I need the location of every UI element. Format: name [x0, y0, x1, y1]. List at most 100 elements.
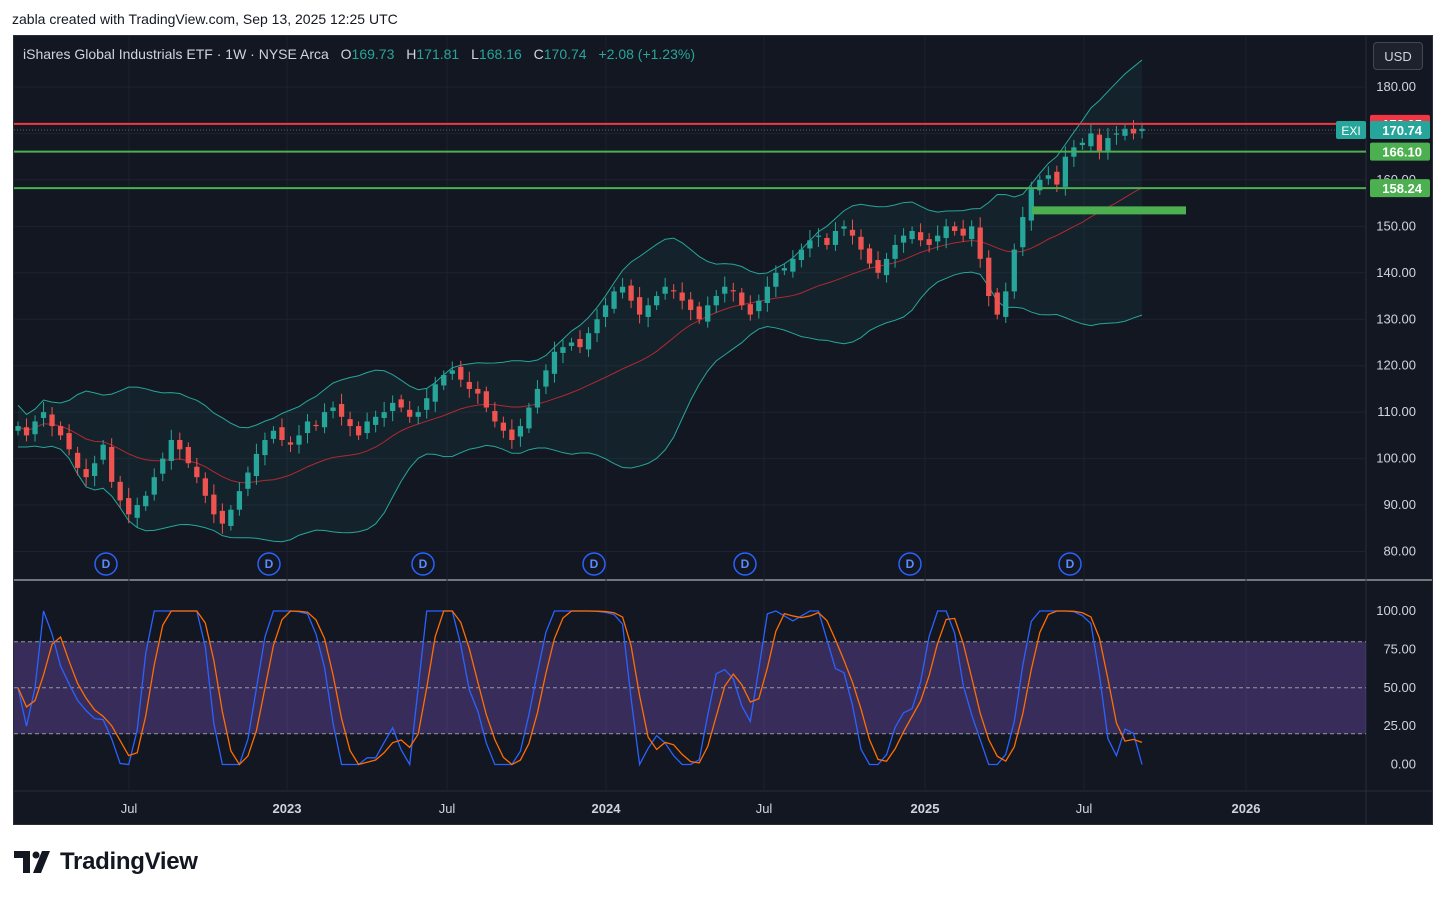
- time-axis-label: 2026: [1232, 801, 1261, 816]
- candle-body: [194, 466, 200, 478]
- bollinger-lower: [18, 271, 1143, 543]
- candle-body: [475, 388, 481, 394]
- candle-body: [407, 409, 413, 417]
- candle-body: [168, 440, 174, 461]
- candle-body: [636, 297, 643, 315]
- chart-caption: zabla created with TradingView.com, Sep …: [12, 11, 398, 27]
- candle-body: [849, 229, 856, 236]
- candle-body: [713, 296, 719, 306]
- tradingview-logo[interactable]: TradingView: [14, 848, 198, 876]
- candle-body: [679, 292, 685, 301]
- chart-legend: iShares Global Industrials ETF · 1W · NY…: [23, 46, 695, 62]
- candle-body: [177, 440, 183, 450]
- candle-body: [32, 421, 38, 435]
- price-axis-label: 130.00: [1376, 311, 1416, 326]
- candle-body: [807, 240, 813, 249]
- candle-body: [832, 230, 839, 245]
- legend-open-label: O: [340, 46, 352, 62]
- candle-body: [143, 495, 149, 507]
- candle-body: [577, 338, 583, 348]
- candle-body: [543, 370, 549, 387]
- dividend-marker-label: D: [265, 557, 274, 571]
- candle-body: [602, 305, 609, 317]
- candle-body: [236, 491, 243, 510]
- candle-body: [245, 472, 251, 489]
- candle-body: [517, 426, 524, 437]
- candle-body: [773, 272, 779, 287]
- candle-body: [313, 424, 319, 427]
- candle-body: [841, 226, 847, 229]
- bollinger-upper: [17, 59, 1143, 429]
- candle-body: [730, 290, 736, 292]
- chart-svg[interactable]: DDDDDDD180.00170.00160.00150.00140.00130…: [14, 36, 1433, 825]
- candle-body: [969, 226, 975, 240]
- candle-body: [330, 407, 336, 411]
- stoch-axis-label: 75.00: [1383, 641, 1416, 656]
- candle-body: [688, 299, 694, 310]
- legend-high-label: H: [406, 46, 417, 62]
- candle-body: [449, 370, 455, 374]
- candle-body: [338, 404, 345, 417]
- ticker-badge: [1336, 121, 1366, 140]
- candle-body: [279, 427, 285, 441]
- legend-close-label: C: [533, 46, 544, 62]
- candle-body: [1105, 138, 1111, 151]
- candle-body: [952, 226, 958, 231]
- price-badge-label: 166.10: [1382, 145, 1422, 160]
- dividend-marker: [257, 552, 281, 576]
- candle-body: [211, 494, 217, 515]
- dividend-marker-label: D: [1066, 557, 1075, 571]
- candle-body: [117, 481, 123, 501]
- legend-low: 168.16: [478, 46, 522, 62]
- candle-body: [1096, 134, 1103, 153]
- candle-body: [355, 426, 362, 436]
- candle-body: [594, 319, 600, 334]
- candle-body: [934, 235, 941, 242]
- candle-body: [764, 286, 770, 303]
- candle-body: [287, 442, 294, 445]
- price-axis-label: 120.00: [1376, 358, 1416, 373]
- candle-body: [875, 260, 881, 273]
- dividend-marker-label: D: [102, 557, 111, 571]
- candle-body: [23, 427, 30, 436]
- chart-frame[interactable]: DDDDDDD180.00170.00160.00150.00140.00130…: [13, 35, 1433, 825]
- bollinger-fill: [18, 60, 1142, 542]
- candle-body: [492, 410, 498, 422]
- price-badge-label: 158.24: [1382, 181, 1423, 196]
- candle-body: [560, 347, 566, 353]
- candle-body: [858, 236, 864, 250]
- candle-body: [568, 342, 575, 346]
- candle-body: [347, 419, 353, 427]
- candle-body: [1037, 179, 1043, 191]
- candle-body: [994, 292, 1000, 315]
- candle-body: [500, 422, 507, 431]
- candle-body: [424, 398, 430, 410]
- candle-body: [228, 509, 234, 526]
- candle-body: [909, 230, 915, 240]
- candle-body: [134, 505, 140, 518]
- candle-body: [304, 421, 311, 434]
- candle-body: [756, 300, 762, 312]
- candle-body: [1062, 156, 1069, 187]
- candle-body: [653, 296, 660, 306]
- legend-close: 170.74: [543, 46, 587, 62]
- bollinger-basis: [17, 187, 1143, 484]
- dividend-marker-label: D: [590, 557, 599, 571]
- candle-body: [900, 235, 907, 243]
- price-axis-label: 140.00: [1376, 265, 1416, 280]
- candle-body: [551, 351, 558, 374]
- candle-body: [202, 478, 208, 496]
- candle-body: [15, 426, 21, 431]
- candle-body: [892, 244, 898, 259]
- currency-button[interactable]: USD: [1373, 42, 1423, 70]
- candle-body: [398, 399, 404, 408]
- candle-body: [739, 292, 745, 306]
- candle-body: [526, 407, 532, 429]
- stoch-axis-label: 50.00: [1383, 680, 1416, 695]
- candle-body: [917, 232, 924, 241]
- candle-body: [1054, 171, 1060, 185]
- candle-body: [253, 453, 260, 477]
- candle-body: [91, 463, 98, 477]
- dividend-marker: [582, 552, 606, 576]
- candle-body: [390, 402, 396, 411]
